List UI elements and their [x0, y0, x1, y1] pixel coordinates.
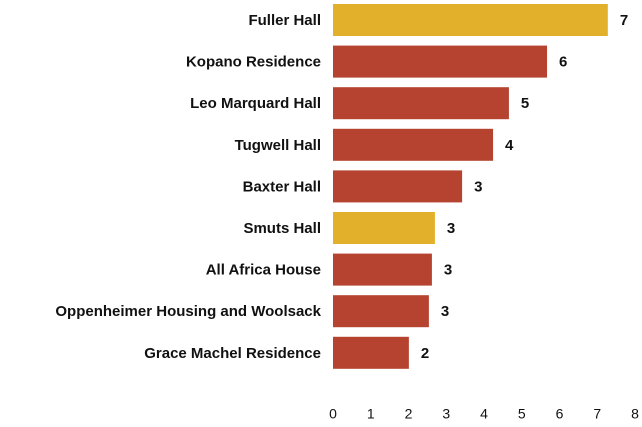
- x-tick-label: 3: [442, 406, 450, 422]
- bar: [333, 170, 463, 203]
- value-label: 4: [505, 137, 514, 154]
- bar: [333, 336, 409, 369]
- bar: [333, 295, 429, 328]
- bar: [333, 212, 435, 244]
- x-tick-label: 8: [631, 406, 639, 422]
- x-tick-label: 6: [556, 406, 564, 422]
- category-label: Leo Marquard Hall: [190, 95, 321, 112]
- x-tick-label: 2: [405, 406, 413, 422]
- category-label: All Africa House: [206, 262, 321, 279]
- x-tick-label: 1: [367, 406, 375, 422]
- value-label: 2: [421, 345, 429, 362]
- category-label: Baxter Hall: [243, 178, 321, 195]
- category-label: Fuller Hall: [248, 12, 321, 29]
- bar: [333, 87, 509, 120]
- value-label: 3: [447, 220, 455, 237]
- category-label: Oppenheimer Housing and Woolsack: [55, 303, 321, 320]
- category-label: Kopano Residence: [186, 54, 321, 71]
- value-label: 7: [620, 12, 628, 29]
- x-tick-label: 0: [329, 406, 337, 422]
- value-label: 3: [441, 303, 449, 320]
- category-label: Smuts Hall: [243, 220, 321, 237]
- value-label: 3: [444, 262, 452, 279]
- bar: [333, 128, 494, 161]
- bar: [333, 253, 432, 286]
- x-tick-label: 7: [593, 406, 601, 422]
- value-label: 5: [521, 95, 529, 112]
- category-label: Grace Machel Residence: [144, 345, 321, 362]
- bar: [333, 4, 608, 36]
- category-label: Tugwell Hall: [235, 137, 321, 154]
- x-tick-label: 4: [480, 406, 488, 422]
- x-tick-label: 5: [518, 406, 526, 422]
- value-label: 3: [474, 178, 482, 195]
- value-label: 6: [559, 54, 567, 71]
- bar: [333, 45, 548, 78]
